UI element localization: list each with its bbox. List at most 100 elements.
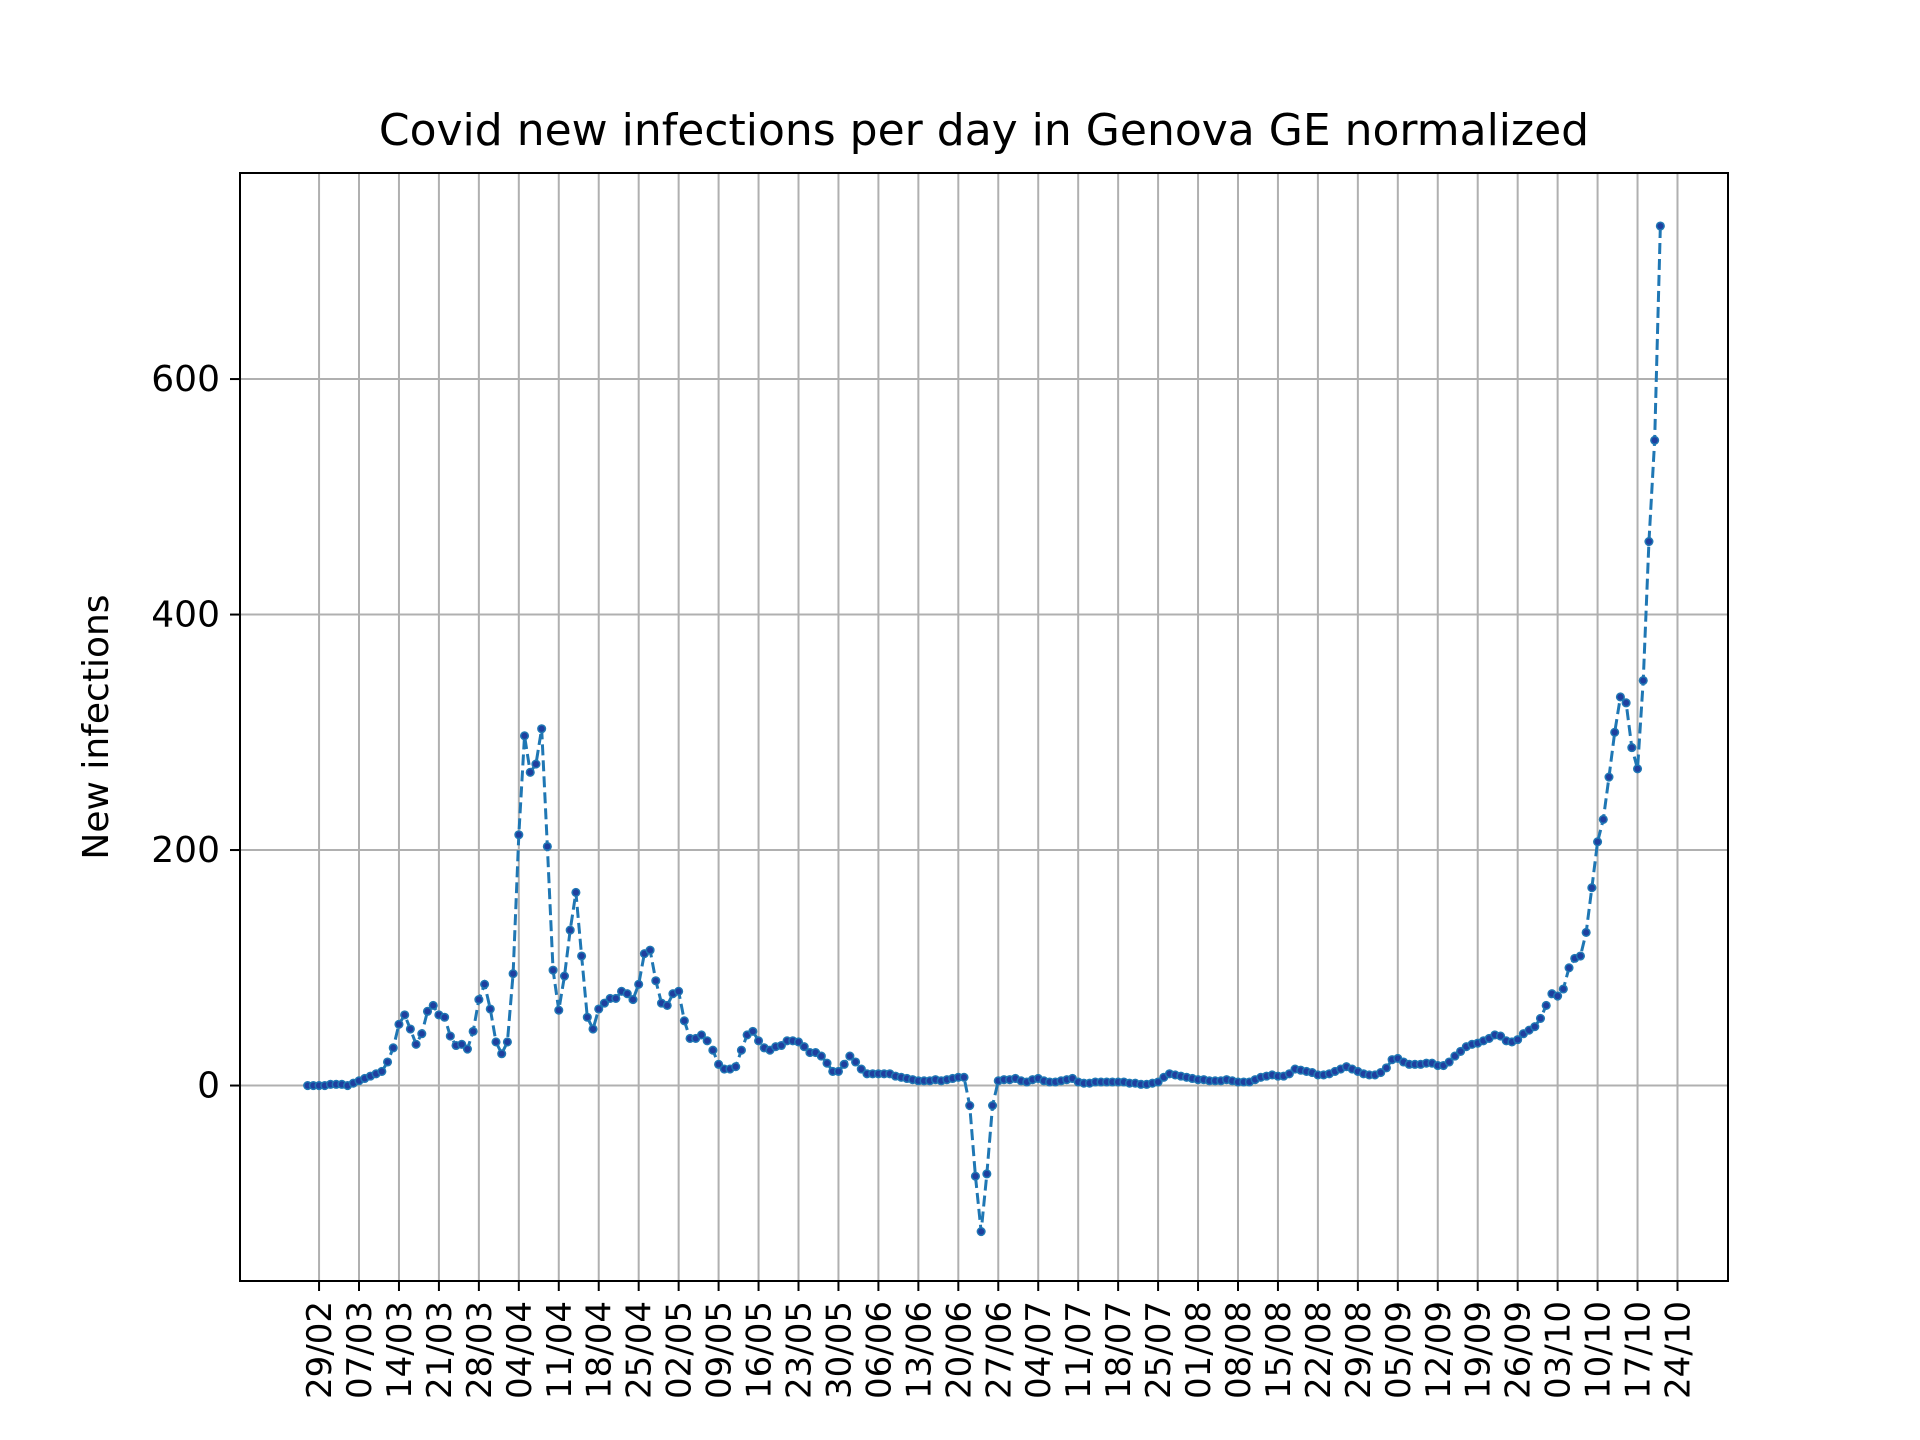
- data-point: [497, 1049, 507, 1059]
- x-tick-label: 07/03: [340, 1301, 380, 1399]
- data-point: [776, 1040, 786, 1051]
- data-point: [856, 1064, 866, 1074]
- data-point: [1598, 814, 1608, 824]
- data-point: [1530, 1022, 1540, 1032]
- x-tick-label: 09/05: [700, 1301, 740, 1399]
- data-point: [982, 1169, 992, 1179]
- data-point: [628, 995, 638, 1005]
- x-tick-label: 16/05: [740, 1301, 780, 1399]
- x-tick-label: 15/08: [1259, 1301, 1299, 1399]
- x-tick-label: 05/09: [1379, 1301, 1419, 1399]
- data-point: [1381, 1063, 1391, 1073]
- x-tick-label: 20/06: [939, 1301, 979, 1399]
- data-point: [976, 1227, 986, 1237]
- y-tick-label: 600: [151, 359, 220, 400]
- y-tick-label: 0: [197, 1066, 220, 1107]
- data-point: [599, 998, 609, 1008]
- grid-lines: [240, 173, 1728, 1281]
- x-tick-label: 11/07: [1059, 1301, 1099, 1399]
- data-point: [542, 841, 552, 852]
- data-point: [816, 1051, 826, 1061]
- data-point: [577, 951, 587, 961]
- data-point: [714, 1059, 724, 1069]
- data-point: [502, 1037, 512, 1047]
- x-tick-label: 28/03: [460, 1301, 500, 1399]
- data-point: [1587, 883, 1597, 893]
- data-point: [833, 1066, 844, 1076]
- data-point: [382, 1057, 393, 1067]
- data-point: [1553, 991, 1563, 1001]
- data-point: [1593, 837, 1603, 847]
- data-point: [736, 1045, 746, 1055]
- x-tick-label: 22/08: [1299, 1301, 1339, 1399]
- x-tick-label: 17/10: [1619, 1301, 1659, 1399]
- x-tick-label: 30/05: [819, 1301, 859, 1399]
- data-point: [1535, 1013, 1546, 1023]
- data-point: [462, 1044, 473, 1054]
- data-point: [645, 945, 655, 955]
- data-point: [1513, 1035, 1523, 1045]
- chart-title: Covid new infections per day in Genova G…: [379, 105, 1589, 156]
- data-point: [474, 995, 484, 1005]
- data-point: [696, 1030, 707, 1040]
- x-tick-label: 08/08: [1219, 1301, 1259, 1399]
- data-point: [480, 979, 490, 989]
- data-point: [1575, 951, 1586, 961]
- data-point: [674, 986, 684, 996]
- data-point: [1632, 764, 1643, 774]
- x-tick-label: 06/06: [859, 1301, 899, 1399]
- data-point: [822, 1058, 832, 1068]
- data-point: [422, 1006, 433, 1016]
- data-point: [571, 887, 581, 897]
- data-point: [959, 1072, 969, 1082]
- data-point: [1638, 675, 1648, 686]
- y-tick-label: 200: [151, 830, 220, 871]
- data-point: [1564, 963, 1574, 973]
- x-tick-label: 19/09: [1459, 1301, 1499, 1399]
- data-point: [417, 1029, 427, 1039]
- data-point: [702, 1036, 712, 1046]
- data-point: [1650, 435, 1660, 445]
- data-point: [799, 1042, 809, 1052]
- x-tick-label: 04/04: [500, 1301, 540, 1399]
- data-point: [411, 1039, 421, 1049]
- data-point: [622, 989, 632, 999]
- data-point: [611, 993, 621, 1003]
- x-tick-label: 26/09: [1499, 1301, 1539, 1399]
- data-point: [1604, 772, 1614, 782]
- data-point: [531, 759, 541, 769]
- data-point: [970, 1171, 980, 1181]
- x-tick-label: 24/10: [1658, 1301, 1698, 1399]
- x-tick-label: 12/09: [1419, 1301, 1459, 1399]
- data-point: [554, 1005, 564, 1015]
- data-point: [519, 731, 530, 741]
- data-point: [1284, 1069, 1294, 1079]
- data-point: [1621, 698, 1631, 708]
- x-tick-label: 18/04: [580, 1301, 620, 1399]
- data-point: [428, 1000, 438, 1011]
- x-tick-label: 29/02: [300, 1301, 340, 1399]
- data-point: [594, 1004, 604, 1014]
- data-point: [965, 1101, 975, 1111]
- y-tick-label: 400: [151, 595, 220, 636]
- data-point: [1496, 1031, 1506, 1041]
- data-point: [793, 1037, 804, 1047]
- data-point: [634, 979, 644, 989]
- data-point: [525, 767, 535, 777]
- data-point: [537, 724, 547, 734]
- data-point: [1456, 1046, 1466, 1056]
- data-point: [1655, 221, 1665, 231]
- x-tick-label: 04/07: [1019, 1301, 1059, 1399]
- data-point: [1541, 1000, 1551, 1011]
- data-point: [1444, 1057, 1454, 1067]
- data-point: [582, 1012, 592, 1022]
- x-tick-label: 18/07: [1099, 1301, 1139, 1399]
- data-point: [1376, 1068, 1386, 1078]
- data-point: [405, 1024, 415, 1034]
- data-point: [457, 1039, 467, 1049]
- data-point: [440, 1012, 450, 1022]
- plot-frame: [239, 172, 1729, 1282]
- data-point: [845, 1051, 855, 1061]
